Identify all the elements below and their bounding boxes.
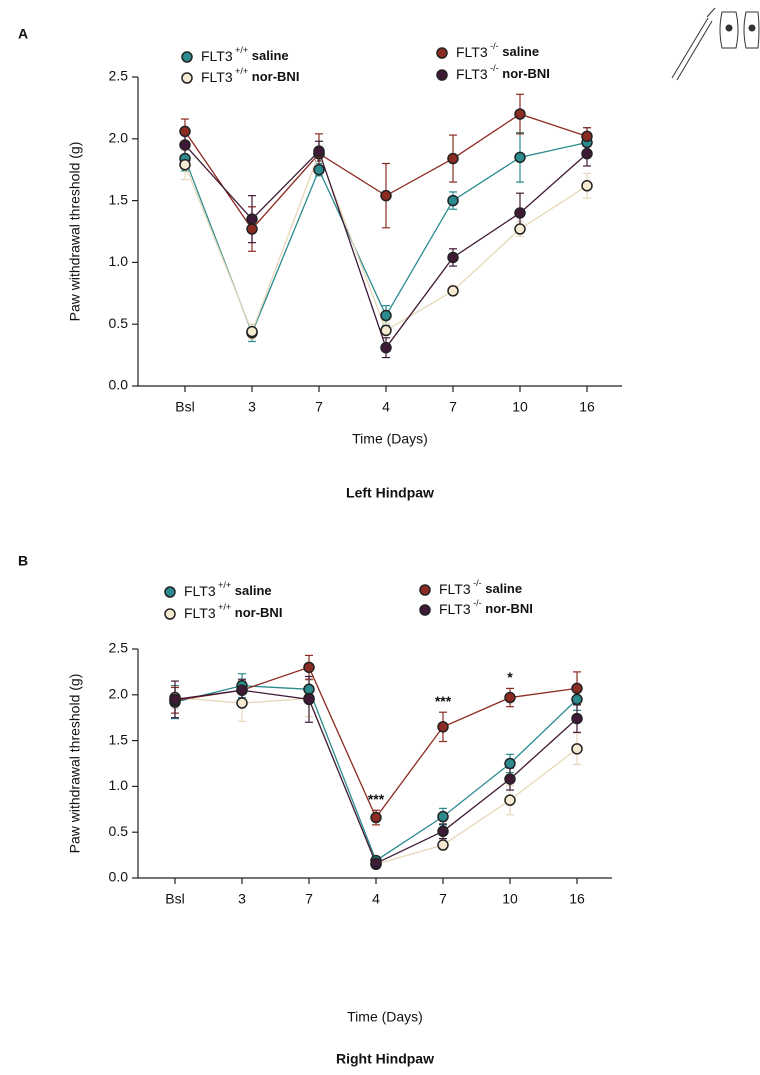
x-tick-label: 3 [238,891,246,907]
data-point [437,721,449,733]
legend-marker [164,586,176,598]
data-point [313,145,325,157]
legend-label: FLT3 -/- saline [456,41,539,59]
data-point [437,810,449,823]
legend-label: FLT3 +/+ saline [201,45,289,63]
data-point [370,811,382,824]
data-point [447,152,459,165]
x-tick-label: 7 [439,891,447,907]
x-tick-label: Bsl [175,399,194,415]
y-tick-label: 0.5 [109,823,129,839]
data-point [514,151,526,164]
data-point [437,825,449,838]
y-axis-label: Paw withdrawal threshold (g) [67,674,83,854]
data-point [303,661,315,674]
data-point [571,712,583,725]
annotation: * [507,669,513,685]
y-tick-label: 0.0 [109,377,129,393]
data-point [246,223,258,235]
data-point [571,693,583,706]
data-point [447,285,459,297]
data-point [514,207,526,219]
data-point [447,251,459,264]
chart-title: Right Hindpaw [336,1051,434,1067]
data-point [169,693,181,706]
data-point [581,147,593,160]
x-tick-label: 4 [382,399,390,415]
legend-marker [181,51,193,63]
legend-label: FLT3 +/+ nor-BNI [184,602,282,620]
x-tick-label: 7 [449,399,457,415]
data-point [504,757,516,770]
series-line [174,689,578,865]
data-point [437,839,449,851]
legend-marker [164,608,176,620]
annotation: *** [435,693,452,709]
legend-marker [181,72,193,84]
data-point [380,341,392,354]
data-point [514,108,526,120]
data-point [514,223,526,235]
chart-title: Left Hindpaw [346,485,434,501]
y-tick-label: 2.0 [109,130,129,146]
data-point [504,691,516,704]
icon [671,7,760,81]
y-tick-label: 1.5 [109,191,129,207]
y-tick-label: 0.5 [109,315,129,331]
data-point [179,159,191,171]
y-tick-label: 1.0 [109,253,129,269]
x-tick-label: 16 [579,399,595,415]
data-point [179,139,191,151]
data-point [236,697,248,709]
data-point [504,773,516,785]
data-point [504,794,516,806]
data-point [571,743,583,755]
data-point [370,857,382,870]
legend-marker [419,604,431,616]
data-point [581,180,593,192]
data-point [246,213,258,225]
legend-label: FLT3 -/- nor-BNI [439,598,533,616]
x-tick-label: 10 [502,891,518,907]
data-point [380,189,392,202]
y-tick-label: 0.0 [109,869,129,885]
x-tick-label: 3 [248,399,256,415]
data-point [380,309,392,322]
data-point [581,130,593,143]
panel-label: A [18,26,28,42]
panel-label: B [18,553,28,569]
y-tick-label: 2.5 [109,68,129,84]
legend-label: FLT3 +/+ nor-BNI [201,66,299,84]
x-axis-label: Time (Days) [347,1009,423,1025]
legend-marker [436,47,448,59]
y-tick-label: 2.5 [109,640,129,656]
legend-marker [436,69,448,81]
x-tick-label: 7 [315,399,323,415]
x-tick-label: 4 [372,891,380,907]
data-point [313,163,325,176]
legend-label: FLT3 -/- saline [439,578,522,596]
data-point [246,325,258,338]
data-point [303,693,315,706]
data-point [571,682,583,695]
data-point [380,324,392,337]
data-point [447,194,459,207]
y-tick-label: 1.0 [109,777,129,793]
y-tick-label: 1.5 [109,731,129,747]
series-line [174,696,578,866]
legend-marker [419,584,431,596]
x-tick-label: Bsl [165,891,184,907]
x-tick-label: 7 [305,891,313,907]
x-tick-label: 16 [569,891,585,907]
data-point [179,125,191,138]
y-tick-label: 2.0 [109,686,129,702]
x-tick-label: 10 [512,399,528,415]
data-point [236,684,248,696]
annotation: *** [368,791,385,807]
x-axis-label: Time (Days) [352,431,428,447]
legend-label: FLT3 +/+ saline [184,580,272,598]
y-axis-label: Paw withdrawal threshold (g) [67,142,83,322]
legend-label: FLT3 -/- nor-BNI [456,63,550,81]
